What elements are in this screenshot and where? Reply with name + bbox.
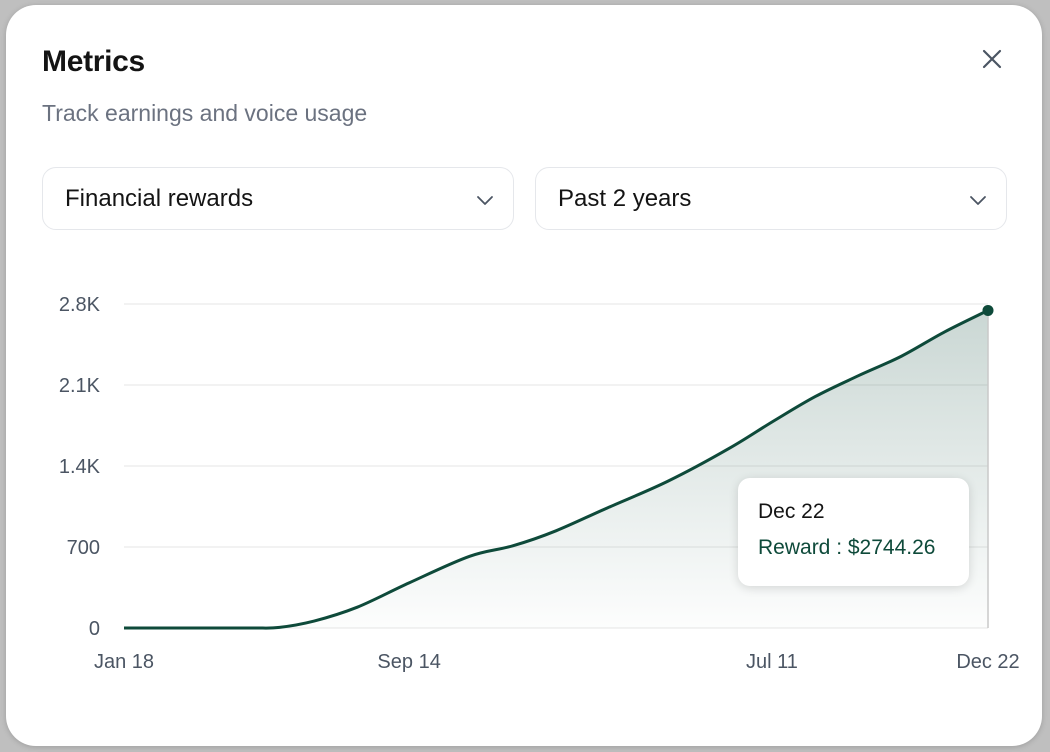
range-select[interactable]: Past 2 years	[535, 167, 1007, 230]
y-tick-label: 2.1K	[59, 375, 101, 397]
close-button[interactable]	[972, 39, 1012, 79]
modal-subtitle: Track earnings and voice usage	[42, 100, 368, 126]
x-tick-label: Dec 22	[956, 651, 1019, 673]
metric-select-value: Financial rewards	[65, 185, 254, 212]
modal-title: Metrics	[42, 45, 145, 78]
y-tick-label: 700	[67, 537, 100, 559]
y-tick-label: 0	[89, 618, 100, 640]
x-tick-label: Sep 14	[377, 651, 440, 673]
chart-tooltip: Dec 22 Reward : $2744.26	[738, 478, 969, 586]
metric-select[interactable]: Financial rewards	[42, 167, 514, 230]
close-icon	[982, 49, 1002, 69]
tooltip-value: Reward : $2744.26	[758, 536, 936, 559]
y-tick-label: 1.4K	[59, 456, 101, 478]
y-tick-label: 2.8K	[59, 294, 101, 316]
range-select-value: Past 2 years	[558, 185, 692, 212]
chevron-down-icon	[477, 196, 493, 205]
series-line	[123, 309, 989, 630]
metrics-modal: Metrics Track earnings and voice usage F…	[6, 5, 1042, 746]
highlight-point	[982, 304, 994, 316]
tooltip-date: Dec 22	[758, 500, 825, 523]
rewards-chart: 0 700 1.4K 2.1K 2.8K Jan 18 Sep 14 Jul 11 Dec 22	[59, 294, 1020, 673]
x-tick-label: Jan 18	[94, 651, 154, 673]
x-tick-label: Jul 11	[746, 651, 798, 673]
chevron-down-icon	[970, 196, 986, 205]
